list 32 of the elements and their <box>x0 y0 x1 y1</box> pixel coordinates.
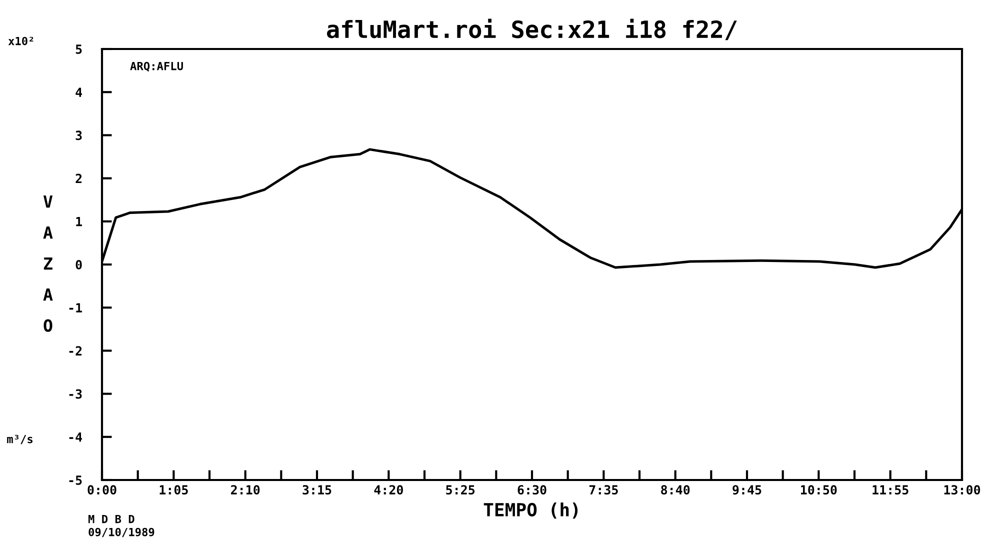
text: 09/10/1989 <box>88 528 154 538</box>
y-tick-label: -2 <box>69 346 82 356</box>
y-tick-label: -4 <box>69 432 82 442</box>
y-tick-label: 0 <box>76 260 82 270</box>
x-tick-label: 0:00 <box>88 485 116 495</box>
y-tick-label: -5 <box>69 476 82 485</box>
y-axis-title: VAZAO <box>43 195 53 332</box>
x-tick-label: 10:50 <box>801 485 837 495</box>
x-tick-label: 2:10 <box>230 485 260 495</box>
x-axis-title: TEMPO (h) <box>484 502 578 519</box>
x-tick-label: 1:05 <box>160 485 188 495</box>
x-tick-label: 4:20 <box>374 485 403 495</box>
y-tick-label: -1 <box>69 303 82 312</box>
text: x10² <box>8 36 34 46</box>
annotation: ARQ:AFLU <box>130 62 183 72</box>
y-tick-label: 2 <box>76 174 82 184</box>
x-tick-label: 9:45 <box>732 485 762 495</box>
y-tick-label: 1 <box>76 217 82 226</box>
x-tick-label: 13:00 <box>944 485 980 495</box>
x-tick-label: 6:30 <box>518 485 546 495</box>
y-tick-label: 5 <box>76 44 82 54</box>
text: M D B D <box>88 514 134 524</box>
x-tick-label: 11:55 <box>872 485 908 495</box>
y-tick-label: 4 <box>76 88 82 97</box>
x-tick-label: 5:25 <box>446 485 475 495</box>
x-tick-label: 7:35 <box>589 485 618 495</box>
text: m³/s <box>7 434 32 444</box>
y-tick-label: -3 <box>69 389 82 399</box>
chart-title: afluMart.roi Sec:x21 i18 f22/ <box>326 18 737 40</box>
x-tick-label: 3:15 <box>302 485 332 495</box>
x-tick-label: 8:40 <box>661 485 690 495</box>
y-tick-label: 3 <box>76 130 82 140</box>
